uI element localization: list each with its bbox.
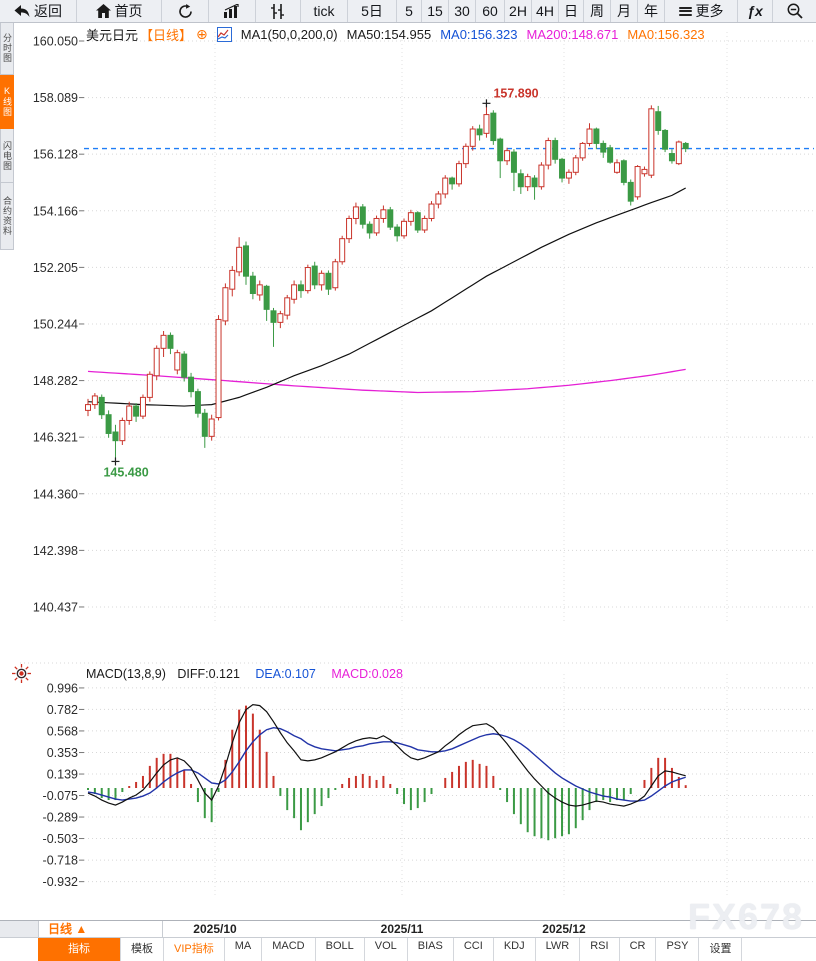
top-toolbar: 返回 首页 tick 5日 5 15 30 60 2H 4H 日周月年 更多 ƒx [0, 0, 816, 23]
ma0-blue-value: MA0:156.323 [440, 27, 518, 42]
candlestick-icon [270, 3, 286, 19]
svg-text:-0.075: -0.075 [43, 789, 78, 803]
zoom-out-icon [787, 3, 803, 19]
svg-text:-0.718: -0.718 [43, 854, 78, 868]
timeframe-button-5[interactable]: 5 [397, 0, 422, 22]
svg-text:0.353: 0.353 [47, 746, 78, 760]
ma200-value: MA200:148.671 [526, 27, 619, 42]
svg-text:156.128: 156.128 [33, 148, 78, 162]
macd-diff-value: DIFF:0.121 [177, 667, 240, 681]
more-label: 更多 [695, 3, 724, 19]
indicator-tabs-bar: 指标 模板 VIP指标 MA MACD BOLL VOL BIAS CCI KDJ LWR RSI CR… [0, 937, 816, 961]
home-button[interactable]: 首页 [77, 0, 162, 22]
macd-header: MACD(13,8,9) DIFF:0.121 DEA:0.107 MACD:0… [86, 667, 415, 681]
home-icon [95, 4, 111, 18]
sidebar-tab-1[interactable]: 分时图 [0, 22, 14, 75]
svg-text:144.360: 144.360 [33, 487, 78, 501]
zoom-out-button[interactable] [773, 0, 816, 22]
svg-text:0.568: 0.568 [47, 724, 78, 738]
svg-text:140.437: 140.437 [33, 600, 78, 614]
svg-text:157.890: 157.890 [493, 86, 538, 100]
back-arrow-icon [14, 4, 30, 18]
symbol-title: 美元日元 [86, 28, 139, 43]
axis-corner [0, 921, 39, 938]
add-indicator-icon[interactable]: ⊕ [196, 26, 208, 42]
timeframe-buttons: tick 5日 5 15 30 60 2H 4H 日周月年 [301, 0, 665, 22]
bar-chart-icon [223, 4, 241, 18]
timeframe-button-5日[interactable]: 5日 [348, 0, 397, 22]
bar-chart-button[interactable] [209, 0, 256, 22]
period-title: 【日线】 [140, 28, 193, 43]
timeframe-button-月[interactable]: 月 [611, 0, 638, 22]
back-label: 返回 [34, 3, 62, 19]
timeframe-button-年[interactable]: 年 [638, 0, 665, 22]
svg-text:154.166: 154.166 [33, 204, 78, 218]
refresh-button[interactable] [162, 0, 209, 22]
chart-header: 美元日元 【日线】 ⊕ MA1(50,0,200,0) MA50:154.955… [86, 25, 714, 44]
sidebar-tab-3[interactable]: 闪电图 [0, 129, 14, 183]
svg-text:150.244: 150.244 [33, 317, 78, 331]
timeframe-button-15[interactable]: 15 [422, 0, 449, 22]
time-axis-row: 日线 ▲ 2025/10 2025/11 2025/12 [0, 920, 816, 938]
timeframe-button-2H[interactable]: 2H [505, 0, 532, 22]
timeframe-button-周[interactable]: 周 [584, 0, 611, 22]
timeframe-button-日[interactable]: 日 [559, 0, 584, 22]
svg-text:0.996: 0.996 [47, 681, 78, 695]
svg-text:-0.289: -0.289 [43, 811, 78, 825]
macd-macd-value: MACD:0.028 [331, 667, 403, 681]
sidebar-tab-4[interactable]: 合约资料 [0, 183, 14, 250]
ma-legend-icon[interactable] [216, 27, 232, 42]
svg-text:160.050: 160.050 [33, 35, 78, 49]
ma0-orange-value: MA0:156.323 [627, 27, 705, 42]
timeframe-button-tick[interactable]: tick [301, 0, 348, 22]
chart-type-sidebar: 分时图 K线图 闪电图 合约资料 [0, 22, 14, 250]
refresh-icon [178, 3, 193, 19]
home-label: 首页 [114, 3, 143, 19]
svg-text:145.480: 145.480 [103, 465, 148, 479]
ma-group-label: MA1(50,0,200,0) [240, 27, 338, 42]
indicator-settings-icon[interactable] [12, 664, 31, 688]
svg-text:152.205: 152.205 [33, 261, 78, 275]
hamburger-icon [678, 6, 692, 16]
svg-text:142.398: 142.398 [33, 544, 78, 558]
svg-text:0.139: 0.139 [47, 768, 78, 782]
macd-dea-value: DEA:0.107 [255, 667, 316, 681]
timeframe-button-60[interactable]: 60 [476, 0, 505, 22]
candlestick-button[interactable] [256, 0, 301, 22]
month-label: 2025/10 [193, 922, 237, 936]
timeframe-button-4H[interactable]: 4H [532, 0, 559, 22]
timeframe-button-30[interactable]: 30 [449, 0, 476, 22]
macd-title: MACD(13,8,9) [86, 667, 166, 681]
more-button[interactable]: 更多 [665, 0, 738, 22]
period-selector[interactable]: 日线 ▲ [38, 921, 163, 938]
back-button[interactable]: 返回 [0, 0, 77, 22]
svg-text:158.089: 158.089 [33, 91, 78, 105]
fx-indicator-button[interactable]: ƒx [738, 0, 773, 22]
month-label: 2025/11 [380, 922, 424, 936]
fx-icon: ƒx [747, 3, 763, 19]
svg-text:-0.503: -0.503 [43, 832, 78, 846]
sidebar-tab-2[interactable]: K线图 [0, 75, 14, 129]
svg-text:148.282: 148.282 [33, 374, 78, 388]
svg-text:146.321: 146.321 [33, 431, 78, 445]
svg-text:0.782: 0.782 [47, 703, 78, 717]
main-chart[interactable]: 160.050 158.089 156.128 154.166 152.205 150.2… [0, 22, 816, 920]
svg-text:-0.932: -0.932 [43, 875, 78, 889]
ma50-value: MA50:154.955 [346, 27, 432, 42]
month-label: 2025/12 [542, 922, 586, 936]
